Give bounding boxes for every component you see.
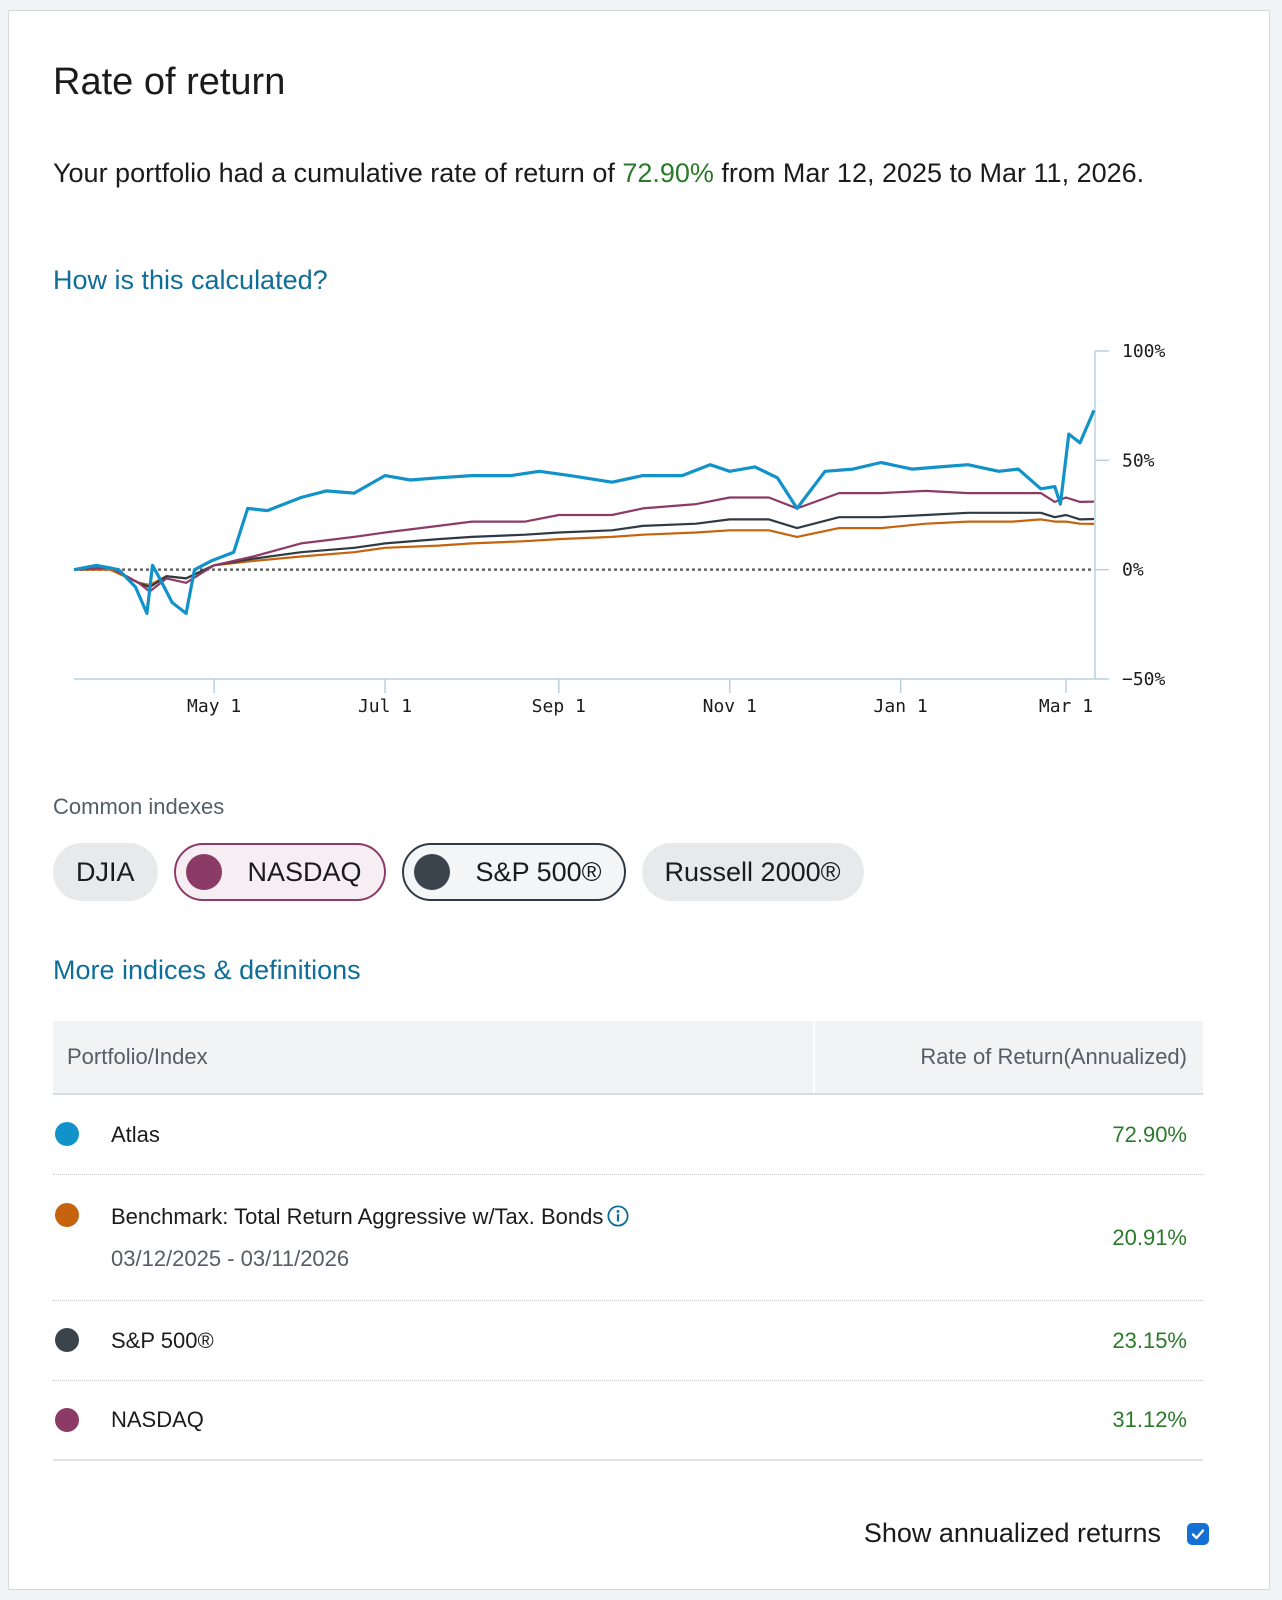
series-line-1 [73, 489, 1095, 593]
x-tick-label: Sep 1 [532, 696, 586, 717]
row-name-block: Benchmark: Total Return Aggressive w/Tax… [53, 1204, 1112, 1272]
chip-nasdaq-label: NASDAQ [247, 856, 362, 887]
returns-table: Portfolio/Index Rate of Return(Annualize… [53, 1021, 1203, 1461]
table-header: Portfolio/Index Rate of Return(Annualize… [53, 1021, 1203, 1095]
x-tick-label: Nov 1 [703, 696, 757, 717]
summary-value: 72.90% [622, 158, 714, 188]
rate-of-return-card: Rate of return Your portfolio had a cumu… [8, 10, 1270, 1590]
annualized-toggle: Show annualized returns [864, 1518, 1209, 1549]
x-tick-label: Jan 1 [874, 696, 928, 717]
table-row-nasdaq: NASDAQ 31.12% [53, 1381, 1203, 1461]
sp500-row-dot-icon [55, 1328, 79, 1352]
y-tick-label: 0% [1122, 560, 1144, 581]
series-line-2 [73, 511, 1095, 589]
row-name: S&P 500® [111, 1327, 214, 1353]
more-indices-link[interactable]: More indices & definitions [53, 955, 361, 985]
sp500-dot-icon [413, 854, 450, 890]
annualized-checkbox[interactable] [1187, 1522, 1209, 1545]
x-tick-label: Mar 1 [1039, 696, 1093, 717]
table-row-benchmark: Benchmark: Total Return Aggressive w/Tax… [53, 1175, 1203, 1301]
nasdaq-row-dot-icon [55, 1408, 79, 1432]
benchmark-name-line: Benchmark: Total Return Aggressive w/Tax… [111, 1204, 1112, 1230]
benchmark-date-range: 03/12/2025 - 03/11/2026 [111, 1245, 350, 1271]
y-tick-label: −50% [1122, 669, 1166, 690]
index-chips: DJIA NASDAQ S&P 500® Russell 2000® [53, 843, 864, 901]
return-chart: 100% 50% 0% −50% May 1 Jul 1 Sep 1 Nov 1 Jan 1 Ma… [59, 331, 1209, 731]
chip-djia[interactable]: DJIA [53, 843, 158, 901]
row-name: Atlas [111, 1121, 160, 1147]
checkmark-icon [1191, 1528, 1205, 1539]
row-name: NASDAQ [111, 1407, 204, 1432]
row-value: 31.12% [1112, 1407, 1187, 1432]
table-row-atlas: Atlas 72.90% [53, 1095, 1203, 1175]
chip-russell-label: Russell 2000® [664, 856, 841, 887]
header-rate-of-return: Rate of Return(Annualized) [920, 1044, 1187, 1069]
y-tick-label: 50% [1122, 450, 1155, 471]
chip-djia-label: DJIA [76, 856, 135, 887]
annualized-label: Show annualized returns [863, 1518, 1161, 1548]
summary-prefix: Your portfolio had a cumulative rate of … [53, 158, 623, 188]
chip-nasdaq[interactable]: NASDAQ [173, 843, 386, 901]
return-chart-svg: 100% 50% 0% −50% May 1 Jul 1 Sep 1 Nov 1 Jan 1 Ma… [73, 341, 1166, 717]
how-calculated-link[interactable]: How is this calculated? [53, 265, 328, 295]
nasdaq-dot-icon [185, 854, 222, 890]
x-tick-label: May 1 [187, 696, 241, 717]
chip-sp500-label: S&P 500® [475, 856, 602, 887]
series-line-3 [74, 518, 1095, 587]
return-summary: Your portfolio had a cumulative rate of … [53, 151, 1203, 195]
y-tick-label: 100% [1122, 341, 1166, 362]
row-value: 20.91% [1112, 1224, 1187, 1250]
chip-sp500[interactable]: S&P 500® [401, 843, 626, 901]
row-value: 23.15% [1112, 1327, 1187, 1353]
benchmark-dot-icon [55, 1203, 79, 1227]
table-row-sp500: S&P 500® 23.15% [53, 1301, 1203, 1381]
info-icon[interactable] [607, 1204, 629, 1227]
common-indexes-label: Common indexes [53, 794, 225, 819]
summary-suffix: from Mar 12, 2025 to Mar 11, 2026. [713, 158, 1145, 188]
chip-russell2000[interactable]: Russell 2000® [641, 843, 864, 901]
header-portfolio-index: Portfolio/Index [53, 1021, 815, 1093]
page-title: Rate of return [53, 61, 286, 103]
atlas-dot-icon [55, 1122, 79, 1146]
x-tick-label: Jul 1 [358, 696, 412, 717]
row-name: Benchmark: Total Return Aggressive w/Tax… [111, 1203, 604, 1229]
series-line-0 [73, 409, 1096, 615]
row-value: 72.90% [1112, 1121, 1187, 1147]
